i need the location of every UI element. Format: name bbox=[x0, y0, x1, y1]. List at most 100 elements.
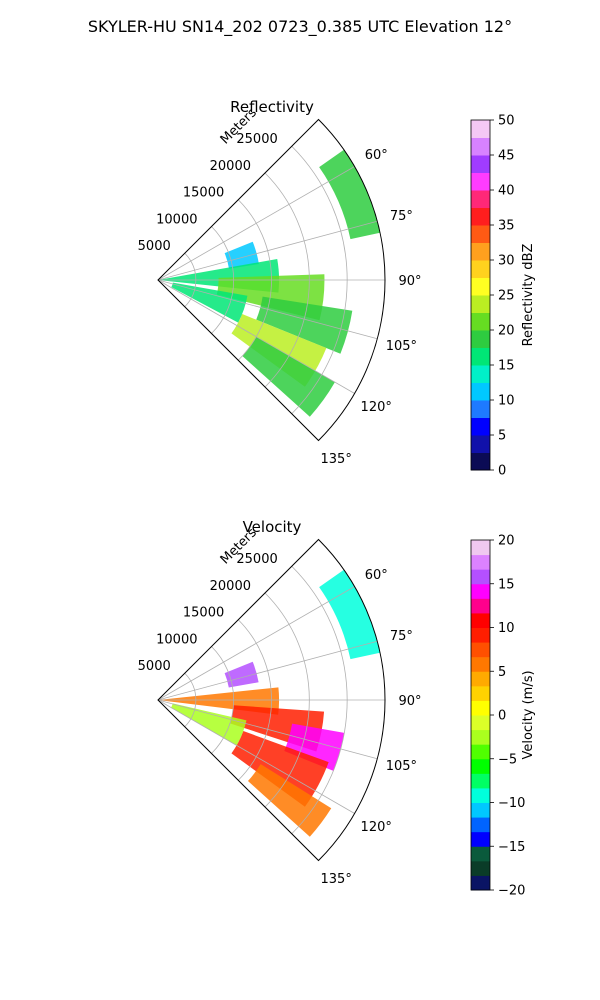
panel-title: Reflectivity bbox=[230, 98, 314, 116]
colorbar-segment bbox=[471, 225, 490, 243]
colorbar-segment bbox=[471, 569, 490, 585]
azimuth-gridline bbox=[157, 640, 378, 701]
radial-tick-label: 20000 bbox=[210, 159, 251, 174]
colorbar-segment bbox=[471, 242, 490, 261]
colorbar-segment bbox=[471, 846, 490, 862]
azimuth-gridline bbox=[157, 279, 355, 394]
colorbar-segment bbox=[471, 642, 490, 658]
echo-region bbox=[256, 296, 353, 354]
colorbar-label: Velocity (m/s) bbox=[521, 670, 536, 759]
azimuth-tick-label: 90° bbox=[398, 274, 421, 289]
echo-region bbox=[171, 703, 247, 746]
colorbar: 0 5 10 15 20 25 30 35 40 45 50 Reflectivity dBZ bbox=[470, 114, 536, 479]
colorbar: −20 −15 −10 −5 0 5 10 15 20 Velocity (m/s) bbox=[470, 534, 536, 899]
colorbar-tick-label: 10 bbox=[498, 621, 515, 636]
colorbar-segment bbox=[471, 671, 490, 687]
colorbar-tick-label: −20 bbox=[498, 884, 525, 899]
radial-tick-label: 5000 bbox=[138, 659, 171, 674]
colorbar-tick-label: 15 bbox=[498, 359, 515, 374]
colorbar-segment bbox=[471, 365, 490, 383]
colorbar-tick-label: 40 bbox=[498, 184, 515, 199]
radial-tick-label: 25000 bbox=[236, 132, 277, 147]
colorbar-segment bbox=[471, 831, 490, 847]
azimuth-tick-label: 120° bbox=[361, 400, 392, 415]
panel-title: Velocity bbox=[243, 518, 302, 536]
colorbar-segment bbox=[471, 435, 490, 453]
colorbar-segment bbox=[471, 260, 490, 278]
colorbar-segment bbox=[471, 382, 490, 401]
azimuth-tick-label: 75° bbox=[390, 629, 413, 644]
colorbar-tick-label: −5 bbox=[498, 752, 517, 767]
colorbar-segment bbox=[471, 715, 490, 731]
azimuth-gridline bbox=[157, 220, 378, 281]
echo-region bbox=[247, 764, 332, 837]
reflectivity-panel: Reflectivity 500010000150002000025000Met… bbox=[138, 98, 536, 479]
velocity-panel: Velocity 500010000150002000025000Meters6… bbox=[138, 518, 536, 899]
colorbar-segment bbox=[471, 400, 490, 418]
colorbar-segment bbox=[471, 137, 490, 156]
colorbar-tick-label: −10 bbox=[498, 796, 525, 811]
colorbar-segment bbox=[471, 685, 490, 701]
colorbar-tick-label: 5 bbox=[498, 429, 506, 444]
colorbar-segment bbox=[471, 627, 490, 643]
azimuth-gridline bbox=[157, 586, 355, 701]
echo-region bbox=[224, 241, 259, 269]
azimuth-tick-label: 120° bbox=[361, 820, 392, 835]
azimuth-tick-label: 60° bbox=[365, 148, 388, 163]
polar-sector: 500010000150002000025000Meters60°75°90°1… bbox=[138, 105, 422, 467]
polar-sector: 500010000150002000025000Meters60°75°90°1… bbox=[138, 525, 422, 887]
colorbar-segment bbox=[471, 744, 490, 760]
radial-tick-label: 10000 bbox=[156, 212, 197, 227]
colorbar-tick-label: 25 bbox=[498, 289, 515, 304]
colorbar-segment bbox=[471, 817, 490, 833]
colorbar-segment bbox=[471, 295, 490, 313]
colorbar-tick-label: 0 bbox=[498, 709, 506, 724]
colorbar-tick-label: 0 bbox=[498, 464, 506, 479]
echo-region bbox=[171, 282, 248, 323]
colorbar-segment bbox=[471, 612, 490, 628]
colorbar-label: Reflectivity dBZ bbox=[521, 244, 536, 347]
radial-tick-label: 25000 bbox=[236, 552, 277, 567]
colorbar-segment bbox=[471, 860, 490, 876]
colorbar-segment bbox=[471, 417, 490, 436]
colorbar-tick-label: 50 bbox=[498, 114, 515, 129]
echo-region bbox=[231, 731, 329, 807]
colorbar-segment bbox=[471, 277, 490, 296]
echo-region bbox=[224, 661, 259, 688]
radial-tick-label: 10000 bbox=[156, 632, 197, 647]
figure-title: SKYLER-HU SN14_202 0723_0.385 UTC Elevat… bbox=[88, 17, 512, 37]
sector-outline bbox=[157, 538, 386, 862]
colorbar-segment bbox=[471, 802, 490, 818]
colorbar-segment bbox=[471, 700, 490, 716]
echo-region bbox=[319, 569, 381, 660]
azimuth-tick-label: 90° bbox=[398, 694, 421, 709]
azimuth-gridline bbox=[157, 699, 355, 814]
colorbar-tick-label: 35 bbox=[498, 219, 515, 234]
azimuth-gridline bbox=[157, 166, 355, 281]
echo-region bbox=[242, 336, 335, 417]
colorbar-segment bbox=[471, 452, 490, 471]
colorbar-segment bbox=[471, 554, 490, 570]
radial-tick-label: 20000 bbox=[210, 579, 251, 594]
radial-tick-label: 15000 bbox=[183, 606, 224, 621]
azimuth-gridline bbox=[157, 699, 378, 760]
colorbar-segment bbox=[471, 312, 490, 331]
colorbar-tick-label: 20 bbox=[498, 534, 515, 549]
colorbar-segment bbox=[471, 330, 490, 348]
colorbar-segment bbox=[471, 155, 490, 173]
azimuth-tick-label: 135° bbox=[321, 452, 352, 467]
colorbar-segment bbox=[471, 347, 490, 366]
azimuth-tick-label: 105° bbox=[386, 339, 417, 354]
radial-tick-label: 5000 bbox=[138, 239, 171, 254]
colorbar-tick-label: 15 bbox=[498, 577, 515, 592]
colorbar-segment bbox=[471, 583, 490, 599]
azimuth-tick-label: 75° bbox=[390, 209, 413, 224]
colorbar-segment bbox=[471, 758, 490, 774]
azimuth-tick-label: 135° bbox=[321, 872, 352, 887]
colorbar-tick-label: 5 bbox=[498, 665, 506, 680]
echo-region bbox=[319, 149, 381, 240]
echo-region bbox=[284, 723, 345, 771]
colorbar-tick-label: 10 bbox=[498, 394, 515, 409]
azimuth-tick-label: 60° bbox=[365, 568, 388, 583]
